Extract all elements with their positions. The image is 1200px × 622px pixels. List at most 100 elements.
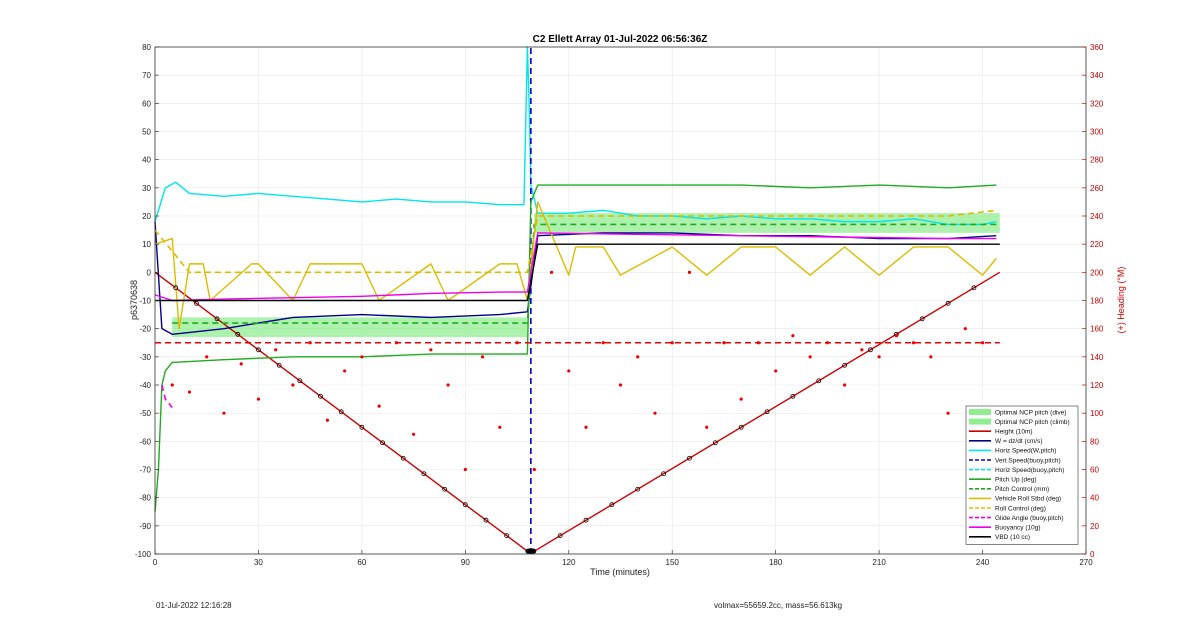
y-tick-label: -100	[135, 550, 152, 559]
y-axis-label: p6370638	[129, 280, 139, 320]
heading-point	[412, 432, 416, 436]
heading-point	[239, 362, 243, 366]
x-tick-label: 270	[1079, 558, 1093, 567]
y2-tick-label: 260	[1090, 184, 1104, 193]
y2-tick-label: 200	[1090, 268, 1104, 277]
y-tick-label: 10	[142, 240, 151, 249]
series-vbd-10-cc	[155, 243, 1000, 302]
y2-tick-label: 340	[1090, 71, 1104, 80]
heading-point	[774, 369, 778, 373]
heading-point	[222, 411, 226, 415]
heading-point	[860, 348, 864, 352]
height-marker	[400, 455, 406, 461]
heading-points	[170, 270, 998, 472]
heading-point	[394, 341, 398, 345]
heading-point	[791, 334, 795, 338]
y2-tick-label: 300	[1090, 128, 1104, 137]
height-marker	[583, 517, 589, 523]
y-tick-label: 30	[142, 184, 151, 193]
series-optimal-ncp-pitch-climb	[534, 213, 1000, 233]
height-marker	[442, 486, 448, 492]
height-marker	[661, 471, 667, 477]
heading-point	[825, 341, 829, 345]
heading-point	[670, 341, 674, 345]
heading-point	[170, 383, 174, 387]
series-lines	[154, 46, 1001, 554]
y-tick-label: -10	[139, 297, 151, 306]
heading-point	[325, 418, 330, 422]
heading-point	[532, 467, 536, 472]
height-marker	[557, 533, 563, 539]
height-marker	[971, 285, 977, 291]
heading-point	[584, 425, 588, 429]
legend-label: Optimal NCP pitch (dive)	[995, 409, 1066, 416]
x-tick-label: 210	[872, 558, 886, 567]
legend-label: Glide Angle (buoy,pitch)	[995, 515, 1064, 522]
legend-label: Horiz Speed(W,pitch)	[995, 448, 1056, 455]
height-marker	[421, 471, 427, 477]
heading-point	[256, 397, 261, 401]
y-tick-label: 0	[147, 268, 152, 277]
footer-timestamp: 01-Jul-2022 12:16:28	[156, 601, 232, 610]
heading-point	[567, 369, 571, 373]
height-marker	[462, 502, 468, 508]
legend: Optimal NCP pitch (dive) Optimal NCP pitc…	[965, 405, 1079, 545]
height-marker	[276, 362, 282, 368]
heading-point	[636, 355, 640, 359]
legend-box	[965, 405, 1079, 545]
y2-tick-label: 40	[1090, 494, 1099, 503]
heading-point	[687, 270, 692, 274]
y2-tick-label: 360	[1090, 43, 1104, 52]
y-tick-label: 50	[142, 128, 151, 137]
x-tick-label: 60	[357, 558, 366, 567]
heading-point	[498, 425, 502, 429]
legend-label: Height (10m)	[995, 429, 1033, 436]
x-tick-label: 30	[254, 558, 263, 567]
heading-point	[911, 341, 916, 345]
height-markers	[173, 285, 977, 554]
heading-point	[429, 348, 433, 352]
chart-title: C2 Ellett Array 01-Jul-2022 06:56:36Z	[533, 34, 708, 45]
height-marker	[214, 316, 220, 322]
height-marker	[359, 424, 365, 430]
heading-point	[360, 355, 364, 359]
x-tick-label: 150	[666, 558, 680, 567]
height-marker	[842, 362, 848, 368]
heading-point	[808, 355, 812, 359]
legend-swatch	[969, 418, 991, 425]
heading-point	[722, 341, 726, 345]
height-marker	[483, 517, 489, 523]
y-tick-label: 70	[142, 71, 151, 80]
height-marker	[635, 486, 641, 492]
height-marker	[193, 300, 199, 306]
heading-point	[877, 355, 881, 359]
heading-point	[377, 404, 381, 408]
legend-label: Roll Control (deg)	[995, 505, 1046, 512]
y2-tick-label: 140	[1090, 353, 1104, 362]
x-axis-label: Time (minutes)	[590, 567, 650, 577]
heading-point	[739, 397, 743, 401]
height-marker	[764, 409, 770, 415]
x-axis-ticks: 0 30 60 90 120 150 180 210 240 270	[153, 550, 1093, 567]
series-pitch-up-deg	[154, 184, 997, 512]
heading-point	[618, 383, 623, 387]
heading-point	[274, 348, 278, 352]
height-marker	[504, 533, 510, 539]
height-marker	[235, 331, 241, 337]
height-marker	[687, 455, 692, 461]
y2-tick-label: 160	[1090, 325, 1104, 334]
x-tick-label: 240	[976, 558, 990, 567]
y2-tick-label: 320	[1090, 99, 1104, 108]
y-axis-ticks: -100-90-80-70-60-50-40-30-20-10010203040…	[135, 43, 159, 559]
footer-stats: volmax=55659.2cc, mass=56.613kg	[714, 601, 843, 610]
y2-tick-label: 280	[1090, 156, 1104, 165]
y2-tick-label: 60	[1090, 466, 1099, 475]
height-marker	[945, 300, 951, 306]
height-marker	[868, 347, 873, 353]
y-tick-label: -80	[139, 494, 151, 503]
y-tick-label: -90	[139, 522, 151, 531]
y2-tick-label: 220	[1090, 240, 1104, 249]
heading-point	[446, 383, 450, 387]
heading-point	[843, 383, 847, 387]
heading-point	[291, 383, 295, 387]
